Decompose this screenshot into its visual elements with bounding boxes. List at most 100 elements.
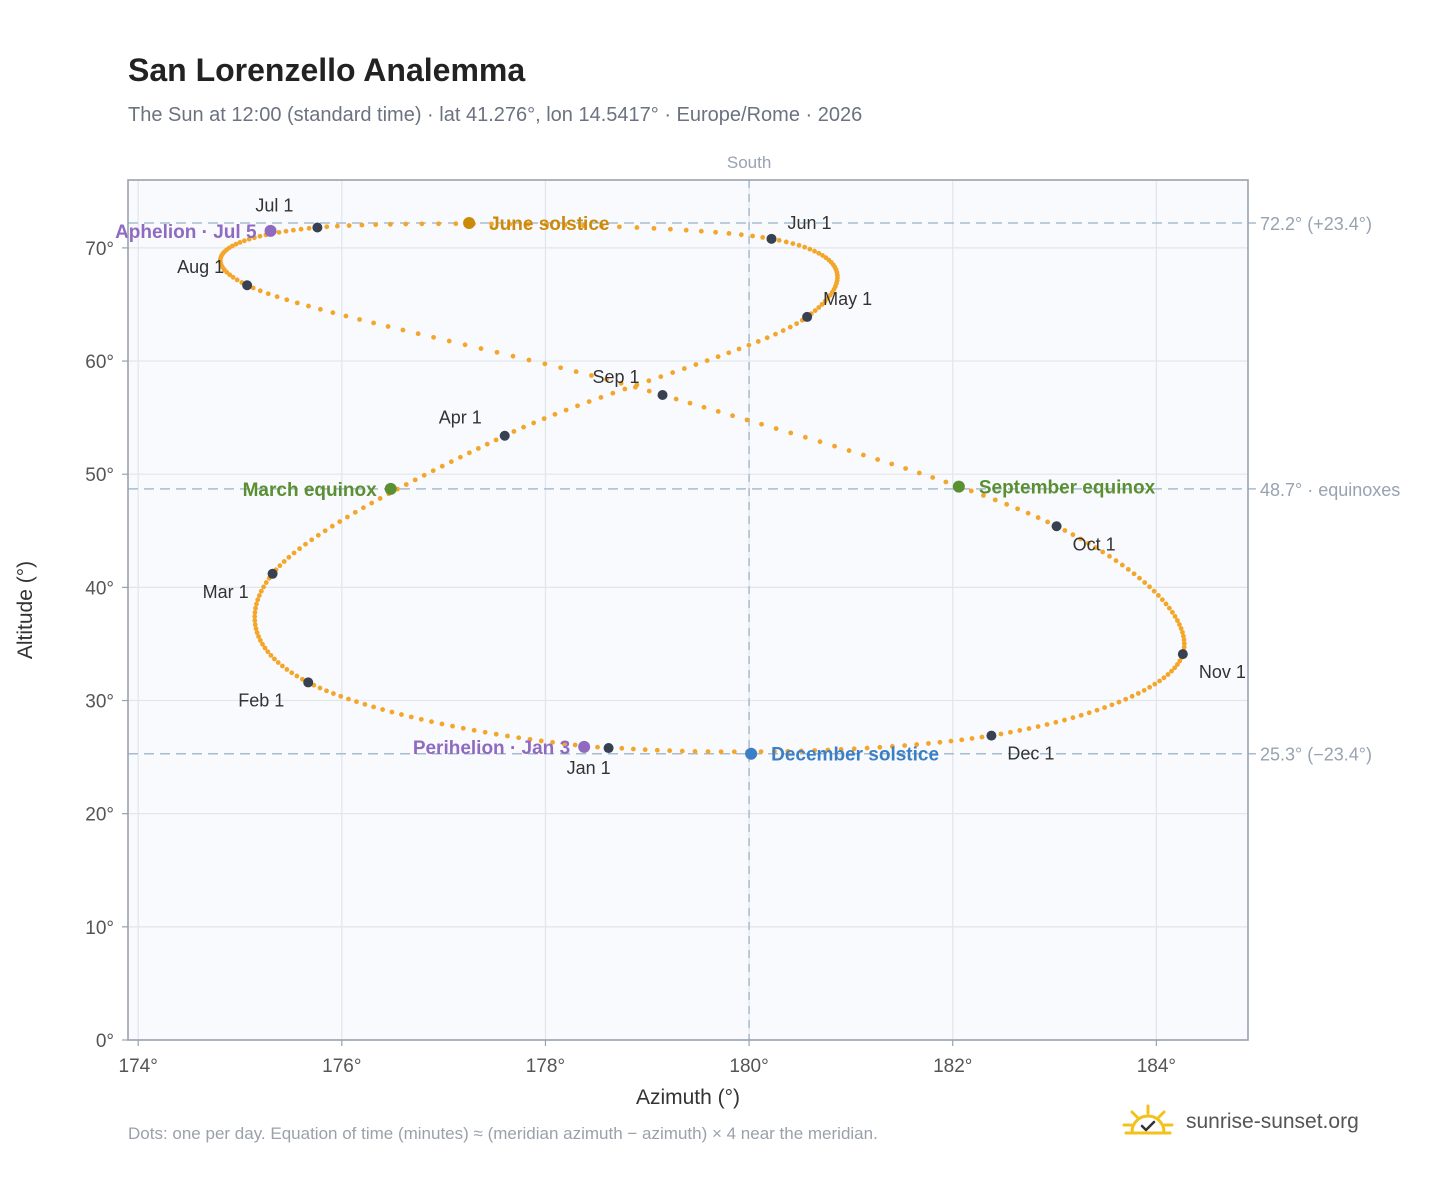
daily-dot	[595, 744, 600, 750]
brand-logo[interactable]: sunrise-sunset.org	[1120, 1100, 1359, 1144]
daily-dot	[544, 222, 549, 228]
daily-dot	[704, 358, 710, 363]
y-axis-label: Altitude (°)	[14, 561, 37, 659]
daily-dot	[289, 670, 295, 676]
daily-dot	[1172, 614, 1178, 619]
daily-dot	[563, 407, 569, 413]
daily-dot	[294, 300, 300, 306]
daily-dot	[820, 253, 825, 258]
daily-dot	[1131, 571, 1137, 577]
daily-dot	[343, 313, 349, 319]
daily-dot	[864, 745, 870, 751]
daily-dot	[1007, 729, 1013, 735]
daily-dot	[1157, 678, 1162, 684]
event-marker	[384, 482, 397, 495]
daily-dot	[622, 386, 628, 392]
plot-area	[128, 180, 1248, 1040]
daily-dot	[705, 749, 711, 755]
daily-dot	[1141, 687, 1147, 693]
daily-dot	[783, 239, 789, 245]
daily-dot	[361, 505, 366, 511]
daily-dot	[683, 227, 689, 233]
daily-dot	[1100, 549, 1106, 555]
daily-dot	[431, 334, 436, 340]
daily-dot	[1155, 593, 1161, 598]
daily-dot	[338, 693, 344, 699]
daily-dot	[604, 377, 609, 382]
daily-dot	[790, 241, 796, 246]
daily-dot	[889, 461, 895, 467]
daily-dot	[1181, 641, 1187, 647]
daily-dot	[286, 554, 292, 560]
daily-dot	[233, 241, 239, 247]
daily-dot	[581, 223, 586, 229]
daily-dot	[1102, 705, 1107, 710]
month-marker	[312, 222, 323, 233]
analemma-curve	[217, 221, 1187, 755]
x-tick-label: 174°	[119, 1056, 158, 1077]
daily-dot	[1163, 601, 1169, 607]
daily-dot	[306, 303, 311, 309]
daily-dot	[1004, 501, 1010, 507]
daily-dot	[317, 306, 323, 312]
event-marker	[578, 740, 591, 753]
y-tick-label: 50°	[85, 465, 114, 486]
daily-dot	[875, 457, 881, 462]
daily-dot	[283, 228, 289, 234]
daily-dot	[860, 452, 866, 458]
daily-dot	[1053, 719, 1059, 725]
daily-dot	[505, 733, 510, 739]
daily-dot	[262, 645, 268, 651]
daily-dot	[573, 369, 579, 375]
daily-dot	[798, 748, 804, 754]
daily-dot	[1017, 728, 1023, 733]
daily-dot	[1129, 693, 1135, 699]
daily-dot	[412, 477, 418, 483]
daily-dot	[257, 288, 263, 294]
daily-dot	[715, 409, 721, 414]
daily-dot	[1035, 515, 1041, 520]
daily-dot	[1062, 528, 1068, 533]
month-label: Jul 1	[255, 196, 293, 216]
daily-dot	[718, 749, 724, 755]
daily-dot	[943, 479, 949, 485]
daily-dot	[272, 656, 277, 662]
daily-dot	[484, 441, 490, 447]
daily-dot	[589, 373, 594, 378]
month-label: Mar 1	[203, 582, 249, 602]
daily-dot	[526, 357, 532, 363]
event-label: June solstice	[489, 214, 609, 235]
daily-dot	[330, 310, 336, 316]
daily-dot	[251, 235, 257, 241]
daily-dot	[1175, 662, 1180, 667]
daily-dot	[819, 301, 825, 307]
daily-dot	[846, 448, 852, 453]
daily-dot	[816, 305, 822, 310]
daily-dot	[399, 712, 404, 717]
month-markers: Jan 1 Feb 1 Mar 1 Apr 1 May 1 Jun 1 Jul 1 Aug 1…	[177, 196, 1246, 779]
month-marker	[657, 390, 668, 400]
month-marker	[766, 233, 777, 244]
daily-dot	[1035, 724, 1041, 729]
daily-dot	[746, 342, 752, 348]
daily-dot	[780, 328, 786, 333]
daily-dot	[371, 704, 376, 710]
daily-dot	[1181, 644, 1187, 650]
daily-dot	[1165, 672, 1171, 677]
daily-dot	[257, 233, 263, 239]
brand-name: sunrise-sunset.org	[1186, 1110, 1359, 1133]
daily-dot	[1094, 707, 1100, 713]
daily-dot	[466, 450, 472, 456]
daily-dot	[275, 660, 281, 665]
daily-dot	[787, 324, 793, 330]
daily-dot	[948, 738, 954, 744]
daily-dot	[692, 748, 698, 754]
daily-dot	[329, 523, 335, 529]
month-label: Nov 1	[1199, 662, 1246, 682]
daily-dot	[1119, 562, 1125, 568]
daily-dot	[794, 321, 800, 327]
daily-dot	[812, 748, 818, 753]
daily-dot	[257, 638, 263, 643]
daily-dot	[403, 482, 409, 487]
daily-dot	[1113, 558, 1119, 564]
